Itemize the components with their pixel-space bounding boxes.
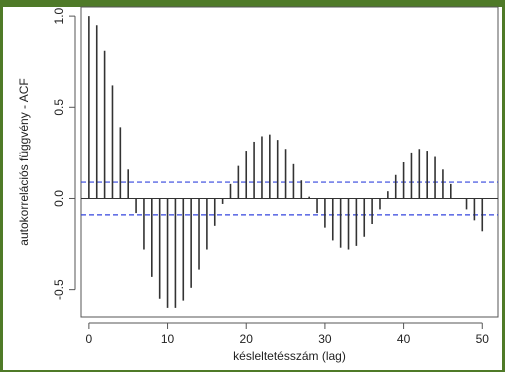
y-axis-label: autokorrelációs függvény - ACF [17,78,31,245]
x-tick-label: 0 [86,332,93,346]
y-tick-label: 1.0 [52,7,66,24]
acf-bars [88,16,484,308]
x-axis-label: késleltetésszám (lag) [233,349,346,363]
y-tick-label: 0.5 [52,99,66,116]
x-tick-label: 50 [476,332,490,346]
x-tick-label: 10 [161,332,175,346]
plot-area [80,6,499,318]
x-tick-label: 40 [397,332,411,346]
x-axis: 0 10 20 30 40 50 [86,322,490,346]
y-tick-label: 0.0 [52,190,66,207]
y-axis: -0.5 0.0 0.5 1.0 [52,7,76,300]
x-tick-label: 30 [318,332,332,346]
x-tick-label: 20 [240,332,254,346]
y-tick-label: -0.5 [52,279,66,300]
